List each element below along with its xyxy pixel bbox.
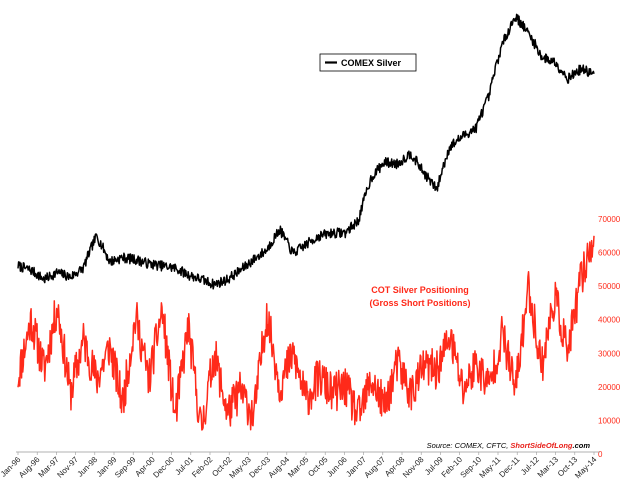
right-tick-label: 20000: [598, 383, 621, 392]
right-tick-label: 0: [598, 450, 603, 459]
x-tick-label: Feb-02: [190, 455, 215, 480]
x-tick-label: Mar-13: [536, 455, 561, 480]
legend-label: COMEX Silver: [341, 58, 402, 68]
source-prefix: Source: COMEX, CFTC,: [427, 441, 511, 450]
cot-annotation: COT Silver Positioning (Gross Short Posi…: [366, 281, 474, 312]
x-tick-label: Aug-07: [363, 455, 388, 480]
x-tick-label: Nov-08: [401, 455, 426, 480]
x-tick-label: Jun-98: [76, 455, 100, 479]
right-tick-label: 40000: [598, 316, 621, 325]
silver-price-line: [17, 13, 595, 290]
silver-price-series: [17, 13, 595, 290]
cot-short-line: [17, 235, 595, 431]
x-tick-label: Sep-99: [113, 455, 138, 480]
cot-short-series: [17, 235, 595, 431]
x-tick-label: Nov-97: [55, 455, 80, 480]
right-axis: 0 10000 20000 30000 40000 50000 60000 70000: [598, 215, 621, 459]
x-tick-label: May-14: [573, 455, 599, 481]
x-tick-label: May-11: [478, 455, 503, 480]
right-tick-label: 30000: [598, 349, 621, 358]
right-tick-label: 10000: [598, 416, 621, 425]
right-tick-label: 70000: [598, 215, 621, 224]
x-tick-label: Jun-06: [325, 455, 349, 479]
x-tick-label: Dec-11: [497, 455, 522, 480]
x-axis: Jan-96Aug-96Mar-97Nov-97Jun-98Jan-99Sep-…: [0, 451, 600, 481]
source-note: Source: COMEX, CFTC, ShortSideOfLong.com: [427, 441, 591, 450]
legend: COMEX Silver: [319, 53, 417, 72]
x-tick-label: Mar-05: [286, 455, 311, 480]
right-tick-label: 60000: [598, 249, 621, 258]
x-tick-label: Dec-00: [151, 455, 176, 480]
cot-label-line2: (Gross Short Positions): [369, 298, 470, 308]
cot-label-line1: COT Silver Positioning: [371, 285, 469, 295]
right-tick-label: 50000: [598, 282, 621, 291]
source-suffix: .com: [572, 441, 590, 450]
legend-box: [319, 53, 417, 72]
source-brand: ShortSideOfLong: [510, 441, 572, 450]
cot-annotation-bg: [366, 281, 474, 312]
